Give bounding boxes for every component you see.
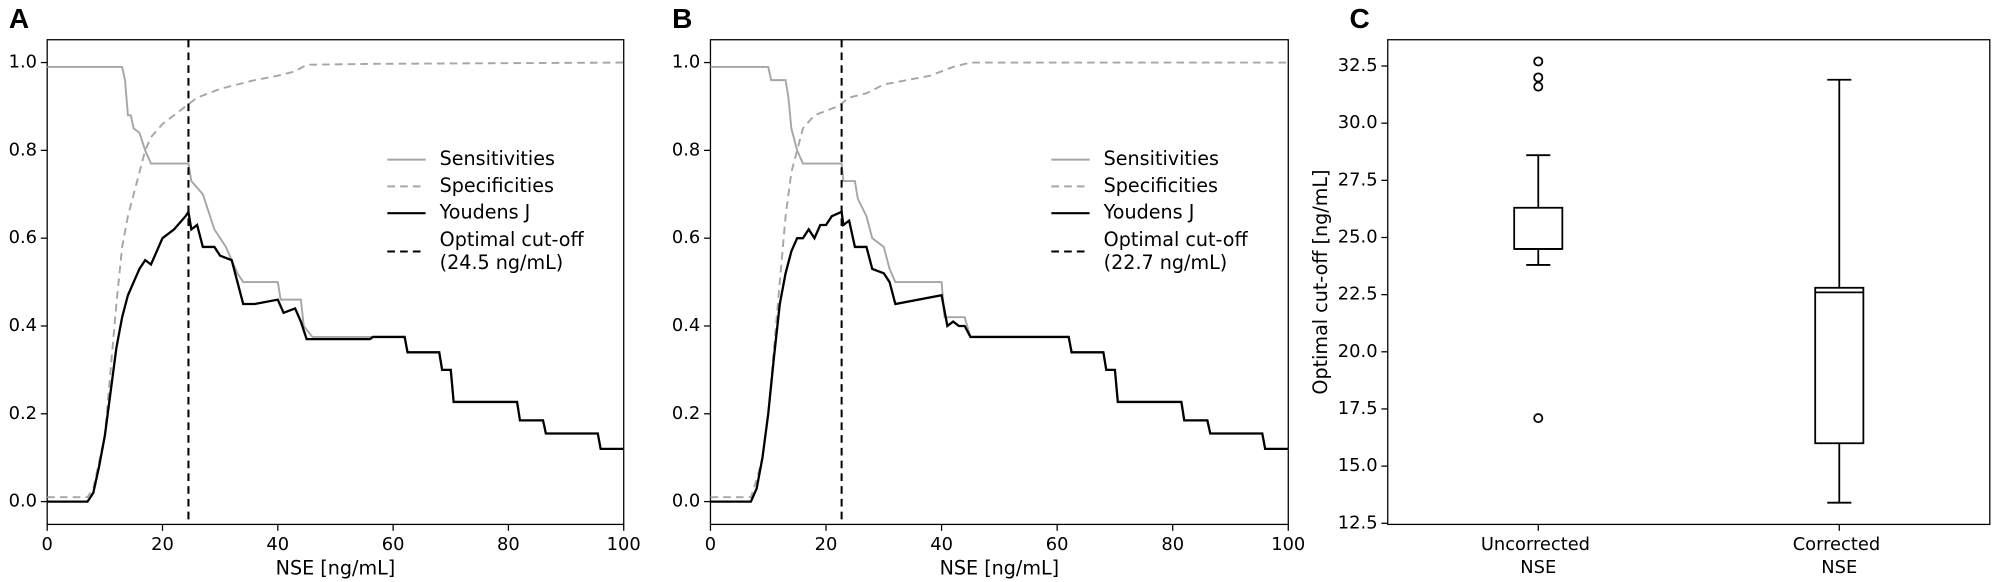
outlier	[1533, 413, 1544, 424]
legend-label: Sensitivities	[440, 147, 555, 170]
x-tick-label: 100	[607, 534, 641, 555]
x-tick-label: 0	[705, 534, 716, 555]
legend-label: Sensitivities	[1104, 147, 1219, 170]
panel-label: B	[672, 3, 692, 34]
y-tick-label: 1.0	[9, 52, 37, 73]
outlier	[1533, 56, 1544, 67]
x-axis-label: NSE [ng/mL]	[940, 557, 1060, 580]
x-tick-label: 20	[815, 534, 838, 555]
box	[1513, 206, 1564, 250]
box	[1814, 286, 1865, 445]
y-tick-label: 27.5	[1338, 169, 1378, 190]
legend-label: Optimal cut-off (22.7 ng/mL)	[1104, 227, 1254, 273]
plot-frame	[46, 39, 625, 526]
panel-label: C	[1349, 3, 1369, 34]
series-line	[710, 210, 1289, 503]
y-tick-label: 0.4	[9, 315, 37, 336]
y-tick-label: 0.0	[9, 491, 37, 512]
outlier	[1533, 72, 1544, 83]
series-line	[47, 61, 624, 499]
y-tick-label: 15.0	[1338, 455, 1378, 476]
y-tick-label: 0.8	[9, 139, 37, 160]
x-tick-label: 40	[266, 534, 289, 555]
y-tick-label: 30.0	[1338, 112, 1378, 133]
x-tick-label: 80	[1161, 534, 1184, 555]
legend-label: Youdens J	[439, 201, 531, 224]
y-axis-label: Optimal cut-off [ng/mL]	[1309, 170, 1332, 395]
y-tick-label: 0.0	[672, 491, 700, 512]
x-tick-label: Uncorrected NSE	[1481, 534, 1596, 578]
x-tick-label: 60	[1046, 534, 1069, 555]
x-tick-label: Corrected NSE	[1793, 534, 1886, 578]
panel-label: A	[9, 3, 29, 34]
x-axis-label: NSE [ng/mL]	[276, 557, 396, 580]
legend-label: Specificities	[440, 174, 554, 197]
x-tick-label: 100	[1271, 534, 1305, 555]
y-tick-label: 0.6	[9, 227, 37, 248]
y-tick-label: 17.5	[1338, 398, 1378, 419]
x-tick-label: 0	[42, 534, 53, 555]
outlier	[1533, 81, 1544, 92]
y-tick-label: 12.5	[1338, 512, 1378, 533]
plot-frame	[709, 39, 1289, 526]
legend-label: Youdens J	[1103, 201, 1195, 224]
y-tick-label: 32.5	[1338, 55, 1378, 76]
y-tick-label: 0.4	[672, 315, 700, 336]
series-line	[47, 208, 624, 503]
x-tick-label: 80	[497, 534, 520, 555]
legend-label: Specificities	[1104, 174, 1218, 197]
series-line	[710, 61, 1289, 499]
y-tick-label: 22.5	[1338, 284, 1378, 305]
y-tick-label: 25.0	[1338, 226, 1378, 247]
legend-label: Optimal cut-off (24.5 ng/mL)	[440, 227, 590, 273]
y-tick-label: 1.0	[672, 52, 700, 73]
y-tick-label: 0.8	[672, 139, 700, 160]
plot-frame	[1387, 39, 1991, 526]
x-tick-label: 60	[382, 534, 405, 555]
y-tick-label: 0.6	[672, 227, 700, 248]
y-tick-label: 0.2	[672, 403, 700, 424]
y-tick-label: 0.2	[9, 403, 37, 424]
x-tick-label: 40	[930, 534, 953, 555]
y-tick-label: 20.0	[1338, 341, 1378, 362]
x-tick-label: 20	[151, 534, 174, 555]
